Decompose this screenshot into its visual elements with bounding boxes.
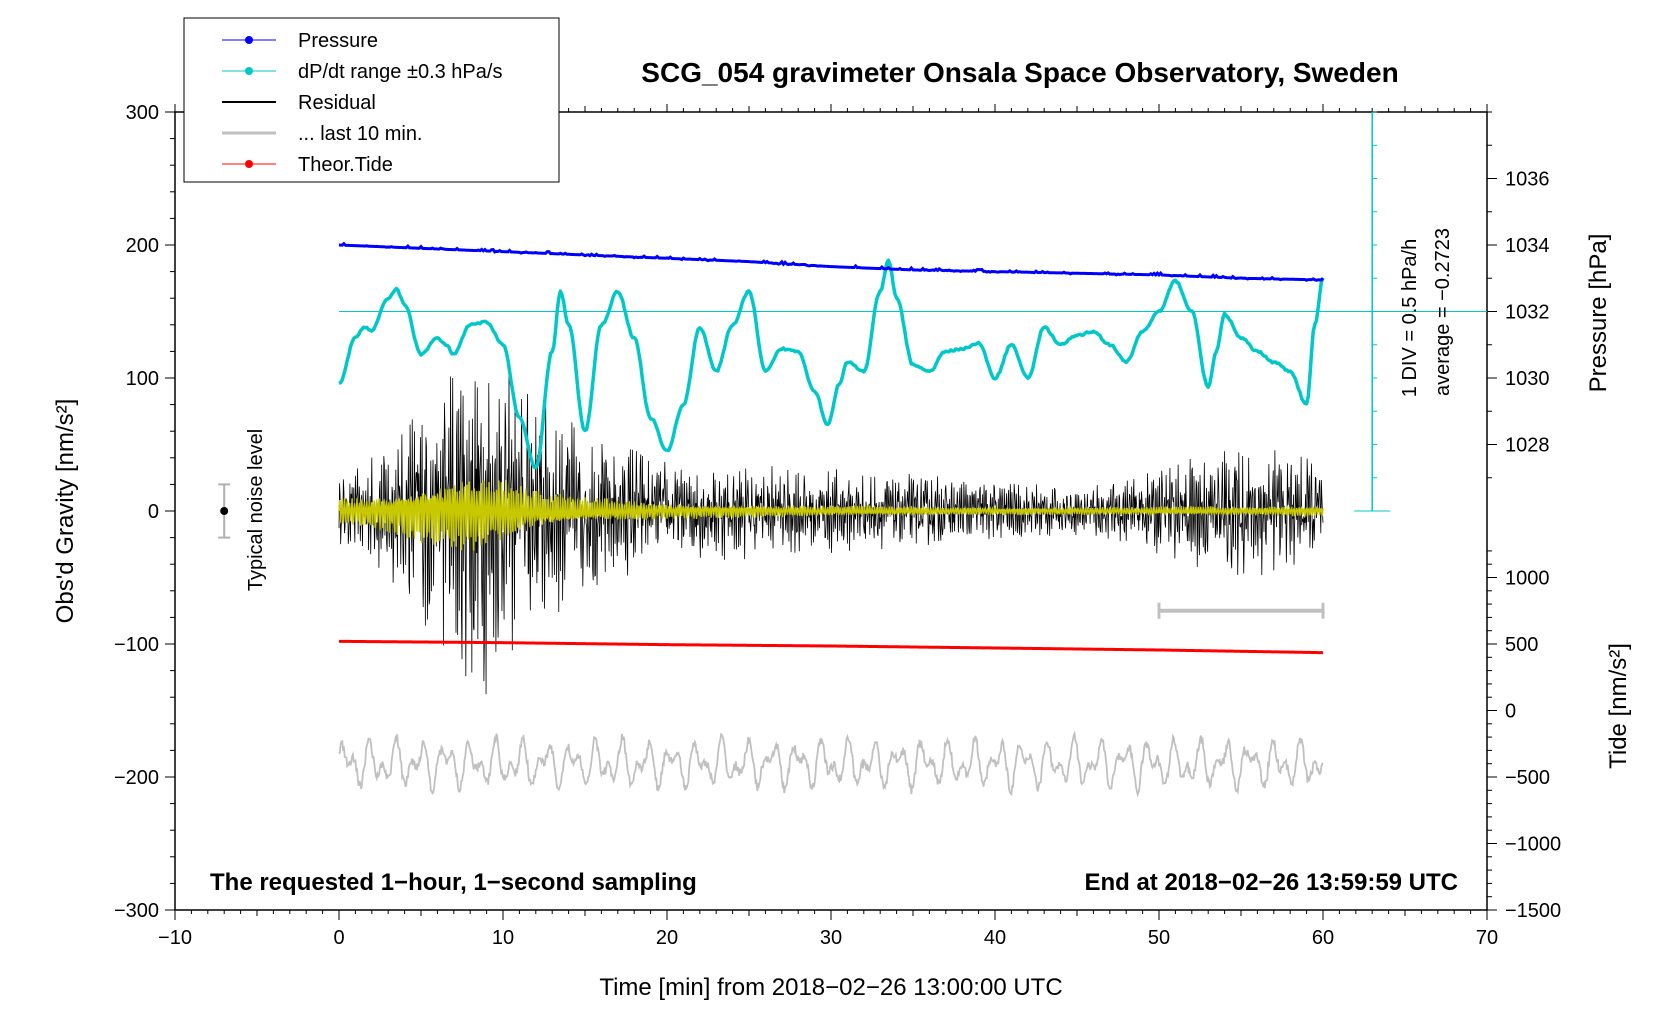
legend-label-tide: Theor.Tide: [298, 154, 393, 176]
tide-tick-label: 500: [1505, 634, 1538, 656]
pressure-tick-label: 1032: [1505, 302, 1550, 324]
last10-line: [338, 730, 1324, 798]
legend-marker-dpdt: [245, 67, 253, 75]
x-tick-label: −10: [158, 927, 192, 949]
pressure-tick-label: 1036: [1505, 169, 1550, 191]
legend-label-pressure: Pressure: [298, 30, 378, 52]
dpdt-line: [338, 258, 1325, 470]
legend-box: [183, 17, 560, 183]
ticks-layer: −10 0 10 20 30 40 50 60 70−300−200−1000100200300…: [114, 102, 1561, 949]
annotation-sampling: The requested 1−hour, 1−second sampling: [210, 869, 697, 896]
pressure-axis-title: Pressure [hPa]: [1585, 234, 1612, 393]
tide-axis-title: Tide [nm/s²]: [1605, 643, 1632, 769]
x-tick-label: 60: [1312, 927, 1334, 949]
residual-filtered-line: [338, 479, 1324, 551]
pressure-tick-label: 1030: [1505, 368, 1550, 390]
legend: Pressure dP/dt range ±0.3 hPa/s Residual…: [183, 17, 560, 183]
pressure-line: [338, 241, 1325, 282]
x-tick-label: 20: [656, 927, 678, 949]
legend-label-dpdt: dP/dt range ±0.3 hPa/s: [298, 61, 502, 83]
y-tick-label: 100: [126, 368, 159, 390]
tide-tick-label: 0: [1505, 701, 1516, 723]
tide-tick-label: −1000: [1505, 834, 1561, 856]
tide-line: [338, 639, 1324, 655]
legend-label-last10: ... last 10 min.: [298, 123, 423, 145]
left-axis-title: Obs'd Gravity [nm/s²]: [52, 399, 79, 624]
y-tick-label: 300: [126, 102, 159, 124]
x-tick-label: 30: [820, 927, 842, 949]
y-tick-label: 200: [126, 235, 159, 257]
y-tick-label: −200: [114, 767, 159, 789]
noise-level-label: Typical noise level: [245, 429, 267, 591]
tide-tick-label: −500: [1505, 767, 1550, 789]
x-tick-label: 70: [1476, 927, 1498, 949]
x-tick-label: 10: [492, 927, 514, 949]
legend-label-residual: Residual: [298, 92, 376, 114]
y-tick-label: 0: [148, 501, 159, 523]
residual-line: [338, 375, 1324, 695]
legend-marker-pressure: [245, 36, 253, 44]
pressure-tick-label: 1028: [1505, 435, 1550, 457]
x-tick-label: 40: [984, 927, 1006, 949]
y-tick-label: −300: [114, 900, 159, 922]
series-layer: [218, 111, 1487, 798]
pressure-scale-average: average = −0.2723: [1432, 228, 1454, 396]
tide-tick-label: −1500: [1505, 900, 1561, 922]
x-axis-title: Time [min] from 2018−02−26 13:00:00 UTC: [599, 974, 1062, 1001]
y-tick-label: −100: [114, 634, 159, 656]
x-tick-label: 50: [1148, 927, 1170, 949]
pressure-tick-label: 1034: [1505, 235, 1550, 257]
legend-marker-tide: [245, 160, 253, 168]
chart-title: SCG_054 gravimeter Onsala Space Observat…: [641, 57, 1398, 88]
x-tick-label: 0: [333, 927, 344, 949]
noise-bar-point: [220, 507, 229, 515]
annotation-end-time: End at 2018−02−26 13:59:59 UTC: [1084, 869, 1458, 896]
tide-tick-label: 1000: [1505, 568, 1550, 590]
pressure-scale-div: 1 DIV = 0.5 hPa/h: [1399, 239, 1421, 397]
